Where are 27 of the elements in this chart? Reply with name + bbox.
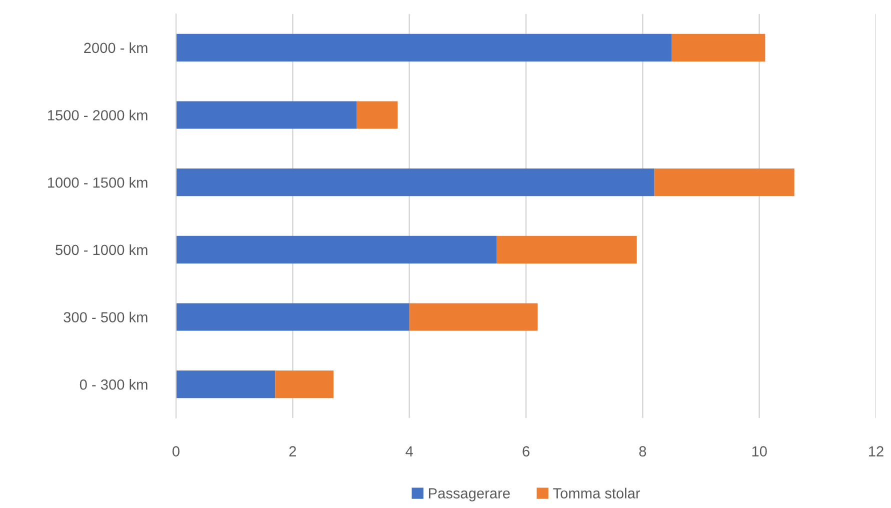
legend-label: Passagerare	[428, 488, 510, 502]
y-tick-label: 2000 - km	[84, 42, 148, 54]
x-tick-label: 10	[752, 446, 767, 456]
bar	[176, 303, 410, 331]
x-tick-label: 6	[522, 446, 530, 456]
bar	[672, 34, 766, 62]
bar	[176, 168, 654, 196]
bar	[496, 236, 637, 264]
bar	[275, 370, 334, 398]
y-tick-label: 0 - 300 km	[80, 379, 148, 390]
y-tick-label: 300 - 500 km	[64, 312, 148, 322]
y-tick-label: 1000 - 1500 km	[48, 177, 148, 188]
legend-label: Tomma stolar	[553, 488, 640, 498]
x-tick-label: 2	[289, 446, 296, 456]
bar	[176, 34, 672, 62]
bar	[176, 236, 497, 264]
y-tick-label: 500 - 1000 km	[56, 244, 148, 256]
x-tick-label: 8	[639, 446, 646, 456]
x-tick-label: 0	[172, 446, 180, 456]
bar	[409, 303, 538, 331]
bar	[356, 101, 398, 129]
x-tick-label: 12	[869, 446, 884, 456]
bar	[654, 168, 794, 196]
bar	[176, 370, 276, 398]
bar	[176, 101, 357, 129]
y-tick-label: 1500 - 2000 km	[48, 110, 148, 120]
x-tick-label: 4	[406, 446, 413, 456]
